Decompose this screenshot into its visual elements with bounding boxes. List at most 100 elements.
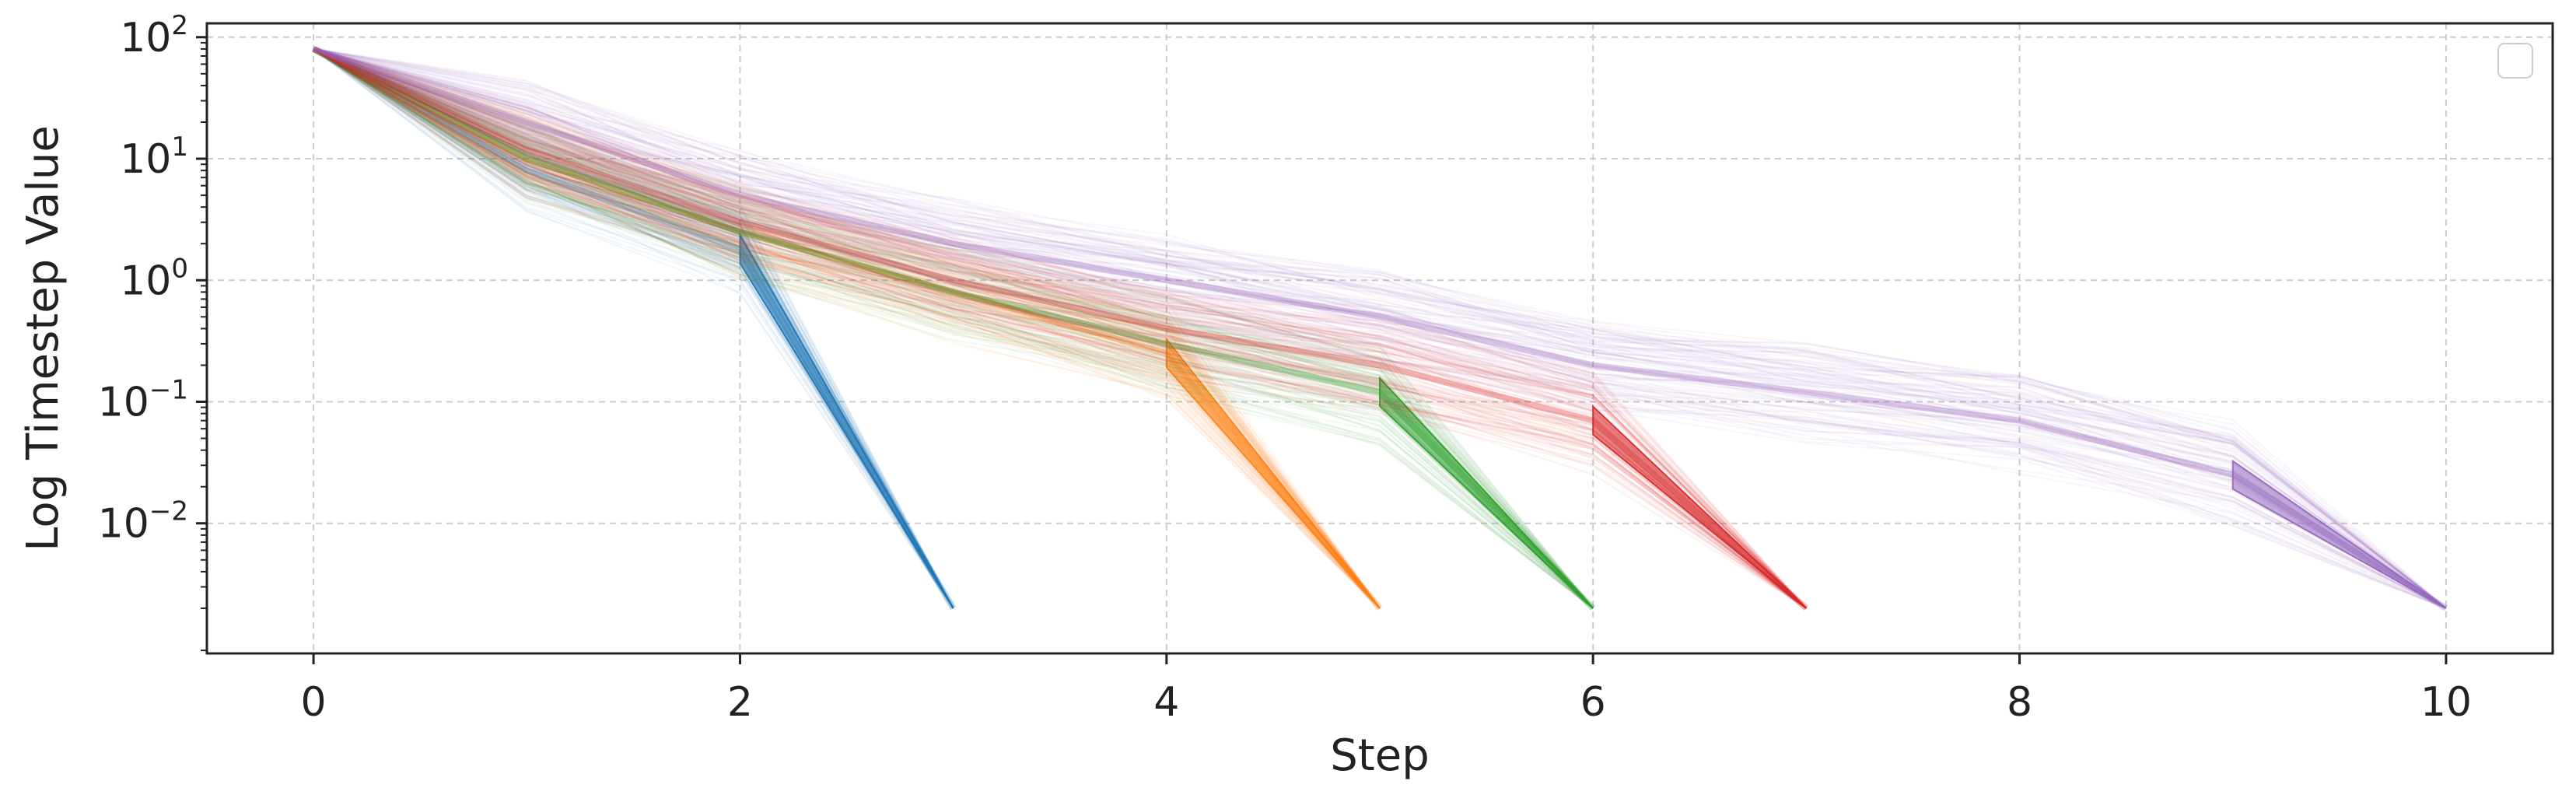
- series-line: [313, 47, 1808, 609]
- series-line: [313, 47, 2447, 609]
- series-line: [313, 47, 1808, 609]
- series-line: [313, 47, 1594, 609]
- series-line: [313, 47, 2447, 609]
- series-line: [313, 47, 1381, 609]
- series-line: [313, 47, 1381, 609]
- series-line: [313, 47, 1808, 609]
- series-line: [313, 47, 1381, 609]
- series-line: [313, 47, 1381, 609]
- series-line: [313, 47, 2447, 609]
- series-line: [313, 47, 2447, 609]
- series-line: [313, 47, 2447, 609]
- series-line: [313, 47, 1808, 609]
- series-line: [313, 47, 2447, 609]
- series-line: [313, 47, 1808, 609]
- series-line: [313, 47, 1381, 609]
- series-line: [313, 47, 2447, 609]
- series-line: [313, 47, 1381, 609]
- series-line: [313, 47, 1808, 609]
- series-line: [313, 47, 1808, 609]
- series-line: [313, 47, 1381, 609]
- series-line: [313, 47, 954, 609]
- series-line: [313, 47, 1808, 609]
- series-line: [313, 47, 1381, 609]
- series-line: [313, 47, 2447, 609]
- series-line: [313, 47, 2447, 609]
- series-line: [313, 47, 1808, 609]
- series-line: [313, 47, 1594, 609]
- series-line: [313, 47, 1808, 609]
- series-line: [313, 47, 1808, 609]
- series-tip: [739, 232, 954, 609]
- series-line: [313, 47, 954, 609]
- series-line: [313, 47, 1381, 609]
- series-line: [313, 47, 2447, 609]
- series-line: [313, 47, 1594, 609]
- series-line: [313, 47, 1808, 609]
- series-line: [313, 47, 2447, 609]
- x-tick-label: 4: [1153, 679, 1179, 726]
- series-line: [313, 47, 2447, 609]
- series-line: [313, 47, 1808, 609]
- series-line: [313, 47, 1808, 609]
- series-line: [313, 47, 2447, 609]
- series-line: [313, 47, 2447, 609]
- series-line: [313, 47, 2447, 609]
- series-line: [313, 47, 954, 609]
- series-line: [313, 47, 1808, 609]
- series-line: [313, 47, 1594, 609]
- series-line: [313, 47, 2447, 609]
- series-line: [313, 47, 2447, 609]
- series-line: [313, 47, 1808, 609]
- series-line: [313, 47, 1594, 609]
- series-line: [313, 47, 1594, 609]
- series-line: [313, 47, 2447, 609]
- series-line: [313, 47, 2447, 609]
- series-line: [313, 47, 2447, 609]
- series-line: [313, 47, 954, 609]
- series-line: [313, 47, 1381, 609]
- series-line: [313, 47, 1594, 609]
- series-line: [313, 48, 1381, 609]
- series-line: [313, 47, 1381, 609]
- y-tick-label: 102: [120, 10, 188, 61]
- series-line: [313, 47, 1381, 609]
- series-line: [313, 47, 1594, 609]
- x-axis: 0 2 4 6 8 10: [301, 653, 2472, 726]
- series-line: [313, 47, 954, 609]
- series-line: [313, 47, 954, 609]
- series-line: [313, 47, 1808, 609]
- series-line: [313, 47, 1594, 609]
- series-line: [313, 47, 1594, 609]
- series-line: [313, 47, 954, 609]
- series-line: [313, 47, 2447, 609]
- series-line: [313, 47, 1807, 609]
- series-line: [313, 47, 1808, 609]
- series-line: [313, 47, 1808, 609]
- series-line: [313, 47, 1808, 609]
- series-line: [313, 47, 1808, 609]
- series-line: [313, 47, 2447, 609]
- series-line: [313, 47, 2447, 609]
- x-tick-label: 2: [727, 679, 753, 726]
- series-tip: [1379, 376, 1594, 609]
- series-line: [313, 47, 1381, 609]
- series-line: [313, 47, 1381, 609]
- series-line: [313, 47, 954, 609]
- series-line: [313, 47, 1594, 609]
- series-line: [313, 47, 2447, 609]
- series-line: [313, 47, 1381, 609]
- series-line: [313, 47, 1808, 609]
- series-line: [313, 47, 1808, 609]
- series-line: [313, 47, 1808, 609]
- series-line: [313, 47, 1808, 609]
- series-line: [313, 47, 1808, 609]
- series-line: [313, 47, 1808, 609]
- series-line: [313, 47, 1594, 609]
- series-line: [313, 47, 1808, 609]
- series-line: [313, 47, 2447, 609]
- series-line: [313, 47, 2447, 609]
- series-line: [313, 47, 1808, 609]
- series-line: [313, 48, 954, 609]
